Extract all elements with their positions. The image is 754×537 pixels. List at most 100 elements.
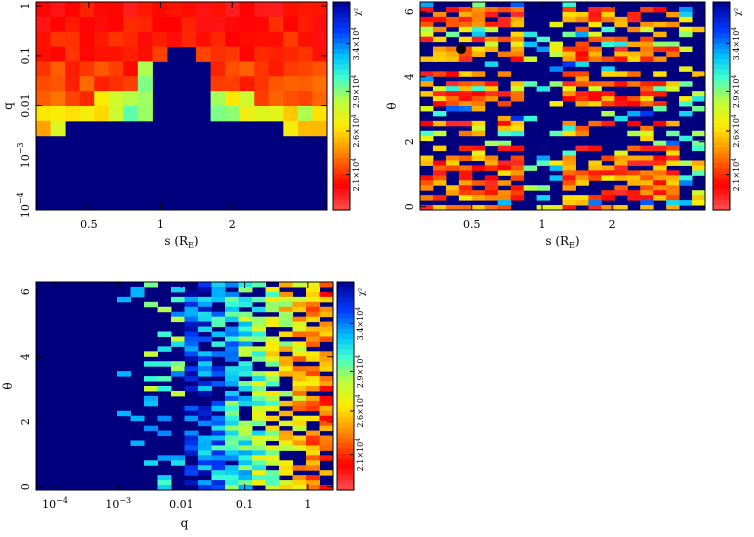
heatmap-cell bbox=[279, 291, 293, 298]
heatmap-cell bbox=[108, 2, 124, 18]
heatmap-cell bbox=[666, 205, 680, 211]
heatmap-cell bbox=[458, 155, 473, 161]
heatmap-cell bbox=[692, 71, 706, 77]
heatmap-cell bbox=[157, 480, 172, 486]
heatmap-cell bbox=[666, 120, 680, 127]
heatmap-cell bbox=[225, 356, 239, 362]
heatmap-cell bbox=[666, 160, 680, 166]
heatmap-cell bbox=[211, 321, 226, 328]
heatmap-cell bbox=[198, 415, 212, 422]
heatmap-cell bbox=[171, 371, 185, 377]
heatmap-cell bbox=[225, 346, 239, 352]
heatmap-cell bbox=[297, 106, 313, 122]
heatmap-cell bbox=[640, 185, 654, 191]
heatmap-cell bbox=[252, 296, 266, 303]
heatmap-cell bbox=[562, 16, 576, 23]
heatmap-cell bbox=[549, 21, 563, 28]
heatmap-cell bbox=[210, 61, 226, 77]
colorbar-segment bbox=[713, 132, 730, 138]
heatmap-cell bbox=[319, 405, 334, 412]
colorbar-segment bbox=[333, 168, 350, 175]
heatmap-cell bbox=[432, 160, 447, 166]
heatmap-cell bbox=[319, 420, 334, 427]
heatmap-cell bbox=[211, 311, 226, 318]
heatmap-cell bbox=[420, 6, 434, 13]
heatmap-cell bbox=[640, 6, 654, 13]
heatmap-cell bbox=[184, 291, 199, 298]
heatmap-cell bbox=[50, 2, 66, 18]
heatmap-cell bbox=[238, 321, 253, 328]
heatmap-cell bbox=[432, 56, 447, 62]
heatmap-cell bbox=[196, 31, 212, 48]
heatmap-cell bbox=[279, 485, 293, 491]
heatmap-cell bbox=[196, 2, 212, 18]
heatmap-cell bbox=[653, 195, 667, 201]
heatmap-cell bbox=[536, 46, 551, 53]
colorbar-segment bbox=[713, 189, 730, 195]
heatmap-cell bbox=[184, 371, 199, 377]
heatmap-cell bbox=[184, 405, 199, 412]
heatmap-cell bbox=[471, 86, 486, 92]
heatmap-cell bbox=[549, 81, 563, 87]
heatmap-cell bbox=[306, 395, 320, 402]
heatmap-cell bbox=[666, 170, 680, 176]
heatmap-cell bbox=[238, 351, 253, 357]
heatmap-cell bbox=[588, 170, 602, 176]
heatmap-cell bbox=[497, 21, 512, 28]
heatmap-cell bbox=[432, 11, 447, 18]
heatmap-cell bbox=[666, 195, 680, 201]
heatmap-cell bbox=[157, 430, 172, 437]
colorbar-segment bbox=[713, 85, 730, 91]
heatmap-cell bbox=[94, 16, 110, 33]
heatmap-cell bbox=[679, 16, 693, 23]
heatmap-cell bbox=[252, 460, 266, 466]
heatmap-cell bbox=[225, 61, 241, 77]
heatmap-cell bbox=[306, 475, 320, 481]
colorbar-frame bbox=[712, 1, 731, 211]
heatmap-cell bbox=[211, 381, 226, 387]
heatmap-cell bbox=[292, 400, 307, 407]
heatmap-cell bbox=[65, 61, 81, 77]
colorbar-segment bbox=[713, 100, 730, 107]
heatmap-cell bbox=[198, 440, 212, 446]
heatmap-cell bbox=[184, 415, 199, 422]
heatmap-cell bbox=[319, 311, 334, 318]
heatmap-cell bbox=[640, 145, 654, 152]
colorbar-segment bbox=[713, 184, 730, 190]
heatmap-cell bbox=[627, 41, 641, 48]
colorbar-segment bbox=[333, 106, 350, 112]
heatmap-cell bbox=[306, 331, 320, 337]
heatmap-cell bbox=[292, 480, 307, 486]
heatmap-cell bbox=[252, 420, 266, 427]
heatmap-cell bbox=[65, 31, 81, 48]
colorbar: 2.1×104 2.6×104 2.9×104 3.4×104 χ² bbox=[332, 1, 362, 211]
heatmap-cell bbox=[36, 91, 52, 107]
heatmap-cell bbox=[211, 485, 226, 491]
heatmap-cell bbox=[225, 415, 239, 422]
colorbar-segment bbox=[713, 199, 730, 206]
heatmap-cell bbox=[211, 440, 226, 446]
heatmap-cell bbox=[588, 6, 602, 13]
heatmap-cell bbox=[157, 485, 172, 491]
heatmap-cell bbox=[50, 120, 66, 137]
heatmap-cell bbox=[265, 306, 280, 313]
heatmap-cell bbox=[640, 130, 654, 137]
heatmap-cell bbox=[292, 316, 307, 323]
heatmap-cell bbox=[588, 96, 602, 102]
heatmap-cell bbox=[484, 190, 499, 196]
heatmap-cell bbox=[523, 165, 538, 171]
heatmap-cell bbox=[484, 41, 499, 48]
heatmap-cell bbox=[123, 16, 139, 33]
heatmap-cell bbox=[283, 61, 299, 77]
heatmap-cell bbox=[536, 195, 551, 201]
heatmap-cell bbox=[319, 306, 334, 313]
heatmap-cell bbox=[562, 120, 576, 127]
heatmap-cell bbox=[420, 26, 434, 33]
heatmap-cell bbox=[225, 282, 239, 288]
heatmap-cell bbox=[184, 465, 199, 471]
heatmap-cell bbox=[510, 195, 525, 201]
heatmap-cell bbox=[306, 381, 320, 387]
colorbar-segment bbox=[713, 33, 730, 39]
heatmap-cell bbox=[211, 465, 226, 471]
